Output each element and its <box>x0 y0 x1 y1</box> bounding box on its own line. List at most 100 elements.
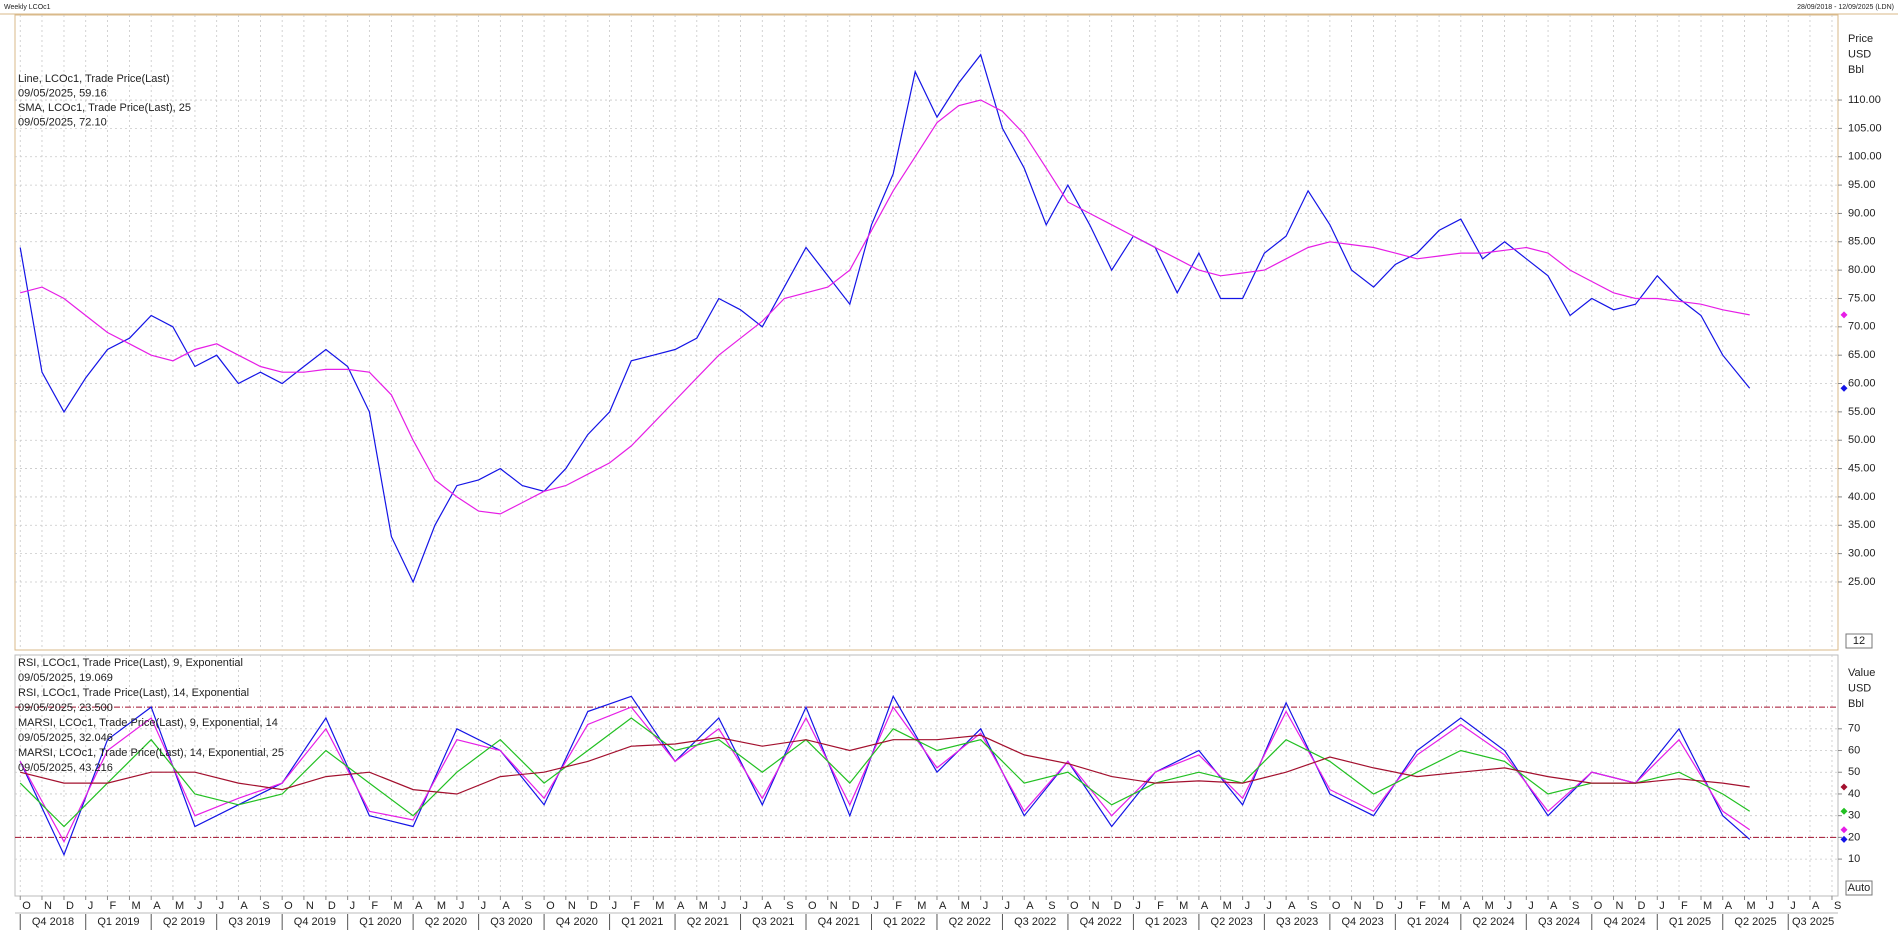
x-tick-label: F <box>895 900 902 912</box>
quarter-label: Q4 2021 <box>818 916 860 928</box>
y-tick-label: 50 <box>1848 766 1860 778</box>
x-tick-label: N <box>1354 900 1362 912</box>
x-tick-label: N <box>44 900 52 912</box>
x-tick-label: J <box>983 900 989 912</box>
quarter-label: Q2 2024 <box>1472 916 1514 928</box>
y-tick-label: 85.00 <box>1848 236 1876 248</box>
x-tick-label: J <box>1659 900 1665 912</box>
axis-unit: Price <box>1848 33 1873 45</box>
x-tick-label: D <box>590 900 598 912</box>
x-tick-label: D <box>328 900 336 912</box>
y-tick-label: 30 <box>1848 810 1860 822</box>
x-tick-label: M <box>699 900 708 912</box>
plot-frame <box>14 14 1839 651</box>
x-tick-label: A <box>153 900 161 912</box>
x-tick-label: F <box>1681 900 1688 912</box>
x-tick-label: J <box>1004 900 1010 912</box>
x-tick-label: J <box>219 900 225 912</box>
series-line <box>20 99 1750 515</box>
x-tick-label: M <box>437 900 446 912</box>
last-value-marker <box>1840 826 1848 834</box>
y-tick-label: 50.00 <box>1848 434 1876 446</box>
quarter-label: Q4 2023 <box>1342 916 1384 928</box>
x-tick-label: F <box>633 900 640 912</box>
quarter-label: Q3 2021 <box>752 916 794 928</box>
quarter-label: Q4 2020 <box>556 916 598 928</box>
quarter-label: Q4 2024 <box>1603 916 1645 928</box>
x-tick-label: J <box>1790 900 1796 912</box>
x-tick-label: J <box>873 900 879 912</box>
quarter-label: Q4 2018 <box>32 916 74 928</box>
x-tick-label: A <box>1550 900 1558 912</box>
legend-last-value: 09/05/2025, 23.500 <box>18 702 113 714</box>
axis-unit: USD <box>1848 682 1871 694</box>
quarter-label: Q2 2021 <box>687 916 729 928</box>
x-tick-label: M <box>961 900 970 912</box>
y-tick-label: 45.00 <box>1848 462 1876 474</box>
x-tick-label: M <box>1179 900 1188 912</box>
legend-name: RSI, LCOc1, Trade Price(Last), 9, Expone… <box>18 657 243 669</box>
x-tick-label: A <box>415 900 423 912</box>
axis-unit: USD <box>1848 48 1871 60</box>
x-tick-label: S <box>1310 900 1317 912</box>
x-tick-label: N <box>568 900 576 912</box>
y-tick-label: 60 <box>1848 744 1860 756</box>
x-tick-label: M <box>917 900 926 912</box>
x-tick-label: M <box>1746 900 1755 912</box>
x-tick-label: J <box>197 900 203 912</box>
y-tick-label: 105.00 <box>1848 122 1882 134</box>
x-tick-label: M <box>175 900 184 912</box>
x-tick-label: J <box>1266 900 1272 912</box>
y-tick-label: 10 <box>1848 853 1860 865</box>
window-title: Weekly LCOc1 <box>4 4 51 11</box>
quarter-label: Q1 2023 <box>1145 916 1187 928</box>
y-tick-label: 95.00 <box>1848 179 1876 191</box>
quarter-label: Q1 2021 <box>621 916 663 928</box>
legend-name: RSI, LCOc1, Trade Price(Last), 14, Expon… <box>18 687 249 699</box>
quarter-label: Q3 2022 <box>1014 916 1056 928</box>
legend-last-value: 09/05/2025, 59.16 <box>18 87 107 99</box>
x-tick-label: J <box>1135 900 1141 912</box>
x-tick-label: O <box>1070 900 1079 912</box>
x-tick-label: J <box>1397 900 1403 912</box>
x-tick-label: F <box>371 900 378 912</box>
x-tick-label: N <box>1092 900 1100 912</box>
x-tick-label: N <box>830 900 838 912</box>
x-tick-label: O <box>546 900 555 912</box>
scale-box-label: 12 <box>1853 635 1865 647</box>
quarter-label: Q3 2025 <box>1792 916 1834 928</box>
y-tick-label: 70 <box>1848 723 1860 735</box>
x-tick-label: J <box>1245 900 1251 912</box>
x-tick-label: D <box>852 900 860 912</box>
legend-last-value: 09/05/2025, 43.216 <box>18 762 113 774</box>
series-line <box>19 694 1751 857</box>
axis-unit: Value <box>1848 667 1875 679</box>
x-tick-label: J <box>481 900 487 912</box>
y-tick-label: 55.00 <box>1848 406 1876 418</box>
y-tick-label: 35.00 <box>1848 519 1876 531</box>
quarter-label: Q4 2019 <box>294 916 336 928</box>
x-tick-label: J <box>459 900 465 912</box>
x-tick-label: J <box>88 900 94 912</box>
y-tick-label: 90.00 <box>1848 207 1876 219</box>
legend-last-value: 09/05/2025, 32.046 <box>18 732 113 744</box>
x-tick-label: N <box>1616 900 1624 912</box>
series-line <box>20 734 1750 795</box>
last-value-marker <box>1840 807 1848 815</box>
quarter-label: Q1 2020 <box>359 916 401 928</box>
y-tick-label: 25.00 <box>1848 576 1876 588</box>
y-tick-label: 40 <box>1848 788 1860 800</box>
x-tick-label: A <box>502 900 510 912</box>
x-tick-label: O <box>1594 900 1603 912</box>
y-tick-label: 70.00 <box>1848 321 1876 333</box>
x-tick-label: O <box>284 900 293 912</box>
x-tick-label: M <box>1703 900 1712 912</box>
series-line <box>19 705 1751 844</box>
x-tick-label: J <box>1507 900 1513 912</box>
quarter-label: Q3 2020 <box>490 916 532 928</box>
y-tick-label: 65.00 <box>1848 349 1876 361</box>
last-value-marker <box>1840 384 1848 392</box>
y-tick-label: 30.00 <box>1848 548 1876 560</box>
x-tick-label: A <box>1725 900 1733 912</box>
